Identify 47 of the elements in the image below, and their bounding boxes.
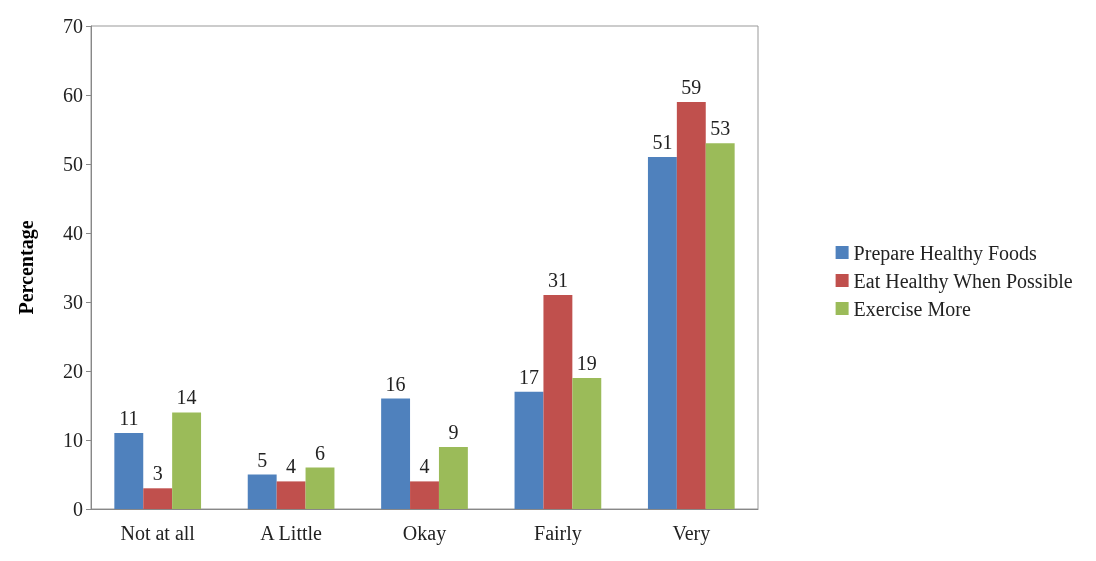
data-label: 19 xyxy=(576,351,597,374)
bar xyxy=(514,391,544,509)
data-label: 6 xyxy=(315,441,325,464)
legend-label: Exercise More xyxy=(853,297,971,320)
y-tick-label: 70 xyxy=(63,15,83,37)
bar xyxy=(114,433,144,509)
y-tick-label: 10 xyxy=(63,429,83,451)
data-label: 4 xyxy=(419,455,430,478)
bar xyxy=(381,398,411,509)
y-tick-label: 20 xyxy=(63,360,83,382)
data-label: 3 xyxy=(152,462,163,485)
data-label: 31 xyxy=(547,269,568,292)
x-tick-label: Very xyxy=(672,522,711,545)
data-label: 51 xyxy=(652,131,673,154)
y-axis-title: Percentage xyxy=(15,220,38,315)
x-tick-label: Not at all xyxy=(120,522,196,544)
x-tick-label: Okay xyxy=(402,522,447,545)
bar xyxy=(276,481,306,509)
data-label: 14 xyxy=(176,386,197,409)
data-label: 4 xyxy=(286,455,297,478)
x-tick-label: A Little xyxy=(260,522,323,544)
data-label: 59 xyxy=(681,75,702,98)
bar xyxy=(543,295,573,509)
bar xyxy=(143,488,173,509)
bar xyxy=(438,446,468,509)
bar xyxy=(247,474,277,509)
bar xyxy=(572,377,602,509)
bar xyxy=(305,467,335,509)
data-label: 17 xyxy=(519,365,539,388)
bar xyxy=(172,412,202,509)
data-label: 53 xyxy=(710,117,731,140)
data-label: 9 xyxy=(448,420,459,443)
x-tick-label: Fairly xyxy=(534,522,582,545)
y-tick-label: 60 xyxy=(63,84,83,106)
y-tick-label: 40 xyxy=(63,222,83,244)
legend-label: Prepare Healthy Foods xyxy=(853,241,1038,265)
y-tick-label: 0 xyxy=(73,498,83,520)
bar xyxy=(705,143,735,509)
data-label: 11 xyxy=(119,407,139,430)
data-label: 5 xyxy=(257,448,268,471)
y-tick-label: 50 xyxy=(63,153,83,175)
bar xyxy=(410,481,439,509)
bar xyxy=(676,101,706,509)
legend-label: Eat Healthy When Possible xyxy=(853,269,1073,293)
data-label: 16 xyxy=(385,372,406,395)
bar xyxy=(647,157,677,509)
y-tick-label: 30 xyxy=(63,291,83,313)
